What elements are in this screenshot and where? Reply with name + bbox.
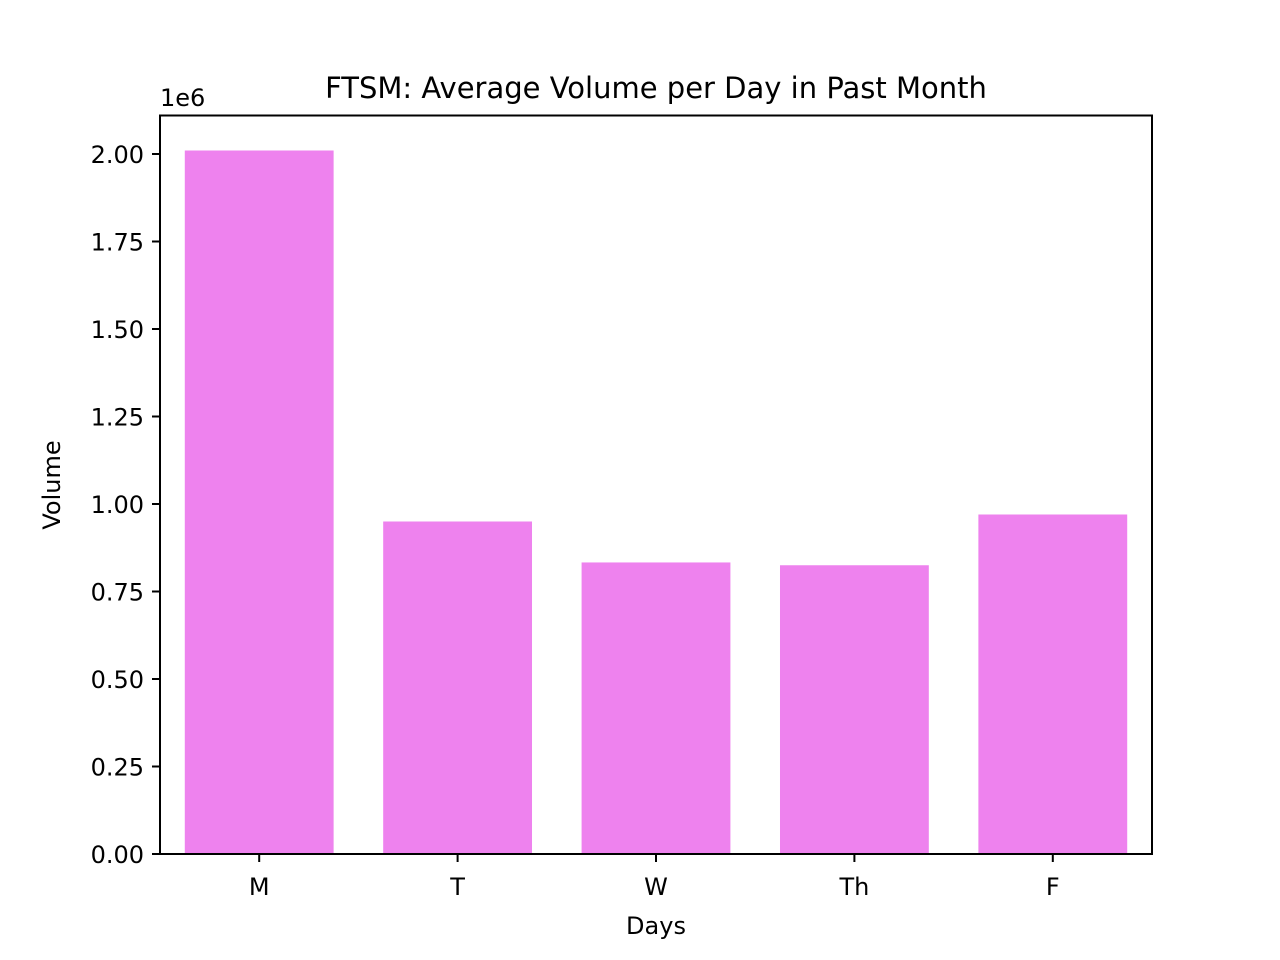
bars-group bbox=[184, 150, 1128, 854]
y-axis-ticks: 0.00 0.25 0.50 0.75 1.00 1.25 1.50 1.75 2.00 bbox=[91, 141, 160, 869]
x-tick-label: M bbox=[249, 873, 270, 901]
y-tick-label: 0.75 bbox=[91, 579, 144, 607]
plot-frame bbox=[159, 114, 1153, 855]
bar-th bbox=[779, 565, 929, 854]
x-axis-ticks: M T W Th F bbox=[249, 854, 1060, 901]
bar-m bbox=[184, 150, 334, 854]
y-tick-label: 1.75 bbox=[91, 229, 144, 257]
x-tick-label: F bbox=[1046, 873, 1060, 901]
bar-w bbox=[581, 562, 731, 854]
y-tick-label: 1.00 bbox=[91, 491, 144, 519]
y-axis-title: Volume bbox=[38, 440, 66, 529]
y-tick-label: 0.25 bbox=[91, 754, 144, 782]
x-tick-label: W bbox=[644, 873, 668, 901]
bar-t bbox=[383, 521, 533, 854]
x-tick-label: T bbox=[449, 873, 465, 901]
chart-title: FTSM: Average Volume per Day in Past Mon… bbox=[325, 71, 987, 105]
y-tick-label: 2.00 bbox=[91, 141, 144, 169]
y-tick-label: 0.50 bbox=[91, 666, 144, 694]
x-tick-label: Th bbox=[838, 873, 869, 901]
y-tick-label: 0.00 bbox=[91, 841, 144, 869]
y-offset-label: 1e6 bbox=[160, 84, 205, 112]
y-tick-label: 1.25 bbox=[91, 404, 144, 432]
x-axis-title: Days bbox=[626, 912, 686, 940]
y-tick-label: 1.50 bbox=[91, 316, 144, 344]
bar-f bbox=[978, 514, 1128, 854]
